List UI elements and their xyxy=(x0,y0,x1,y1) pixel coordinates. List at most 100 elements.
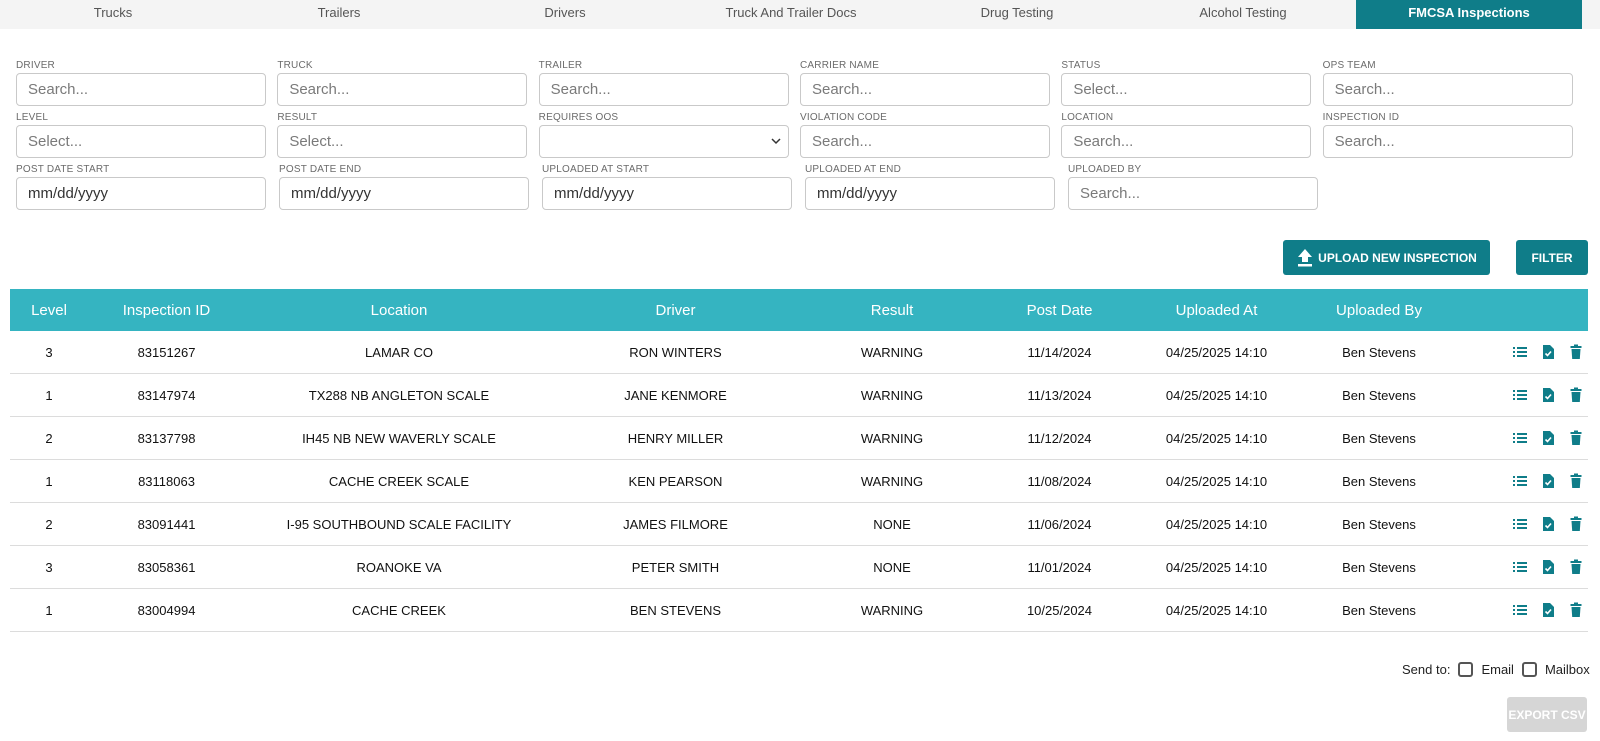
list-icon[interactable] xyxy=(1512,516,1528,532)
uploaded-by-filter-label: UPLOADED BY xyxy=(1068,164,1142,175)
cell-driver: RON WINTERS xyxy=(629,344,722,360)
cell-post-date: 11/13/2024 xyxy=(1027,387,1092,403)
upload-new-inspection-button[interactable]: UPLOAD NEW INSPECTION xyxy=(1283,240,1490,275)
level-filter-select[interactable]: Select... xyxy=(16,125,266,158)
tab-trucks[interactable]: Trucks xyxy=(93,5,133,20)
result-filter-select[interactable]: Select... xyxy=(277,125,528,158)
list-icon[interactable] xyxy=(1512,602,1528,618)
uploaded-at-start-input[interactable]: mm/dd/yyyy xyxy=(542,177,792,210)
document-check-icon[interactable] xyxy=(1540,430,1556,446)
row-actions xyxy=(1458,473,1588,489)
driver-filter-label: DRIVER xyxy=(16,60,55,71)
mailbox-label: Mailbox xyxy=(1544,662,1590,677)
status-filter-select[interactable]: Select... xyxy=(1061,73,1312,106)
table-row: 3 83151267 LAMAR CO RON WINTERS WARNING 11/14… xyxy=(10,331,1588,374)
tab-alcohol-testing[interactable]: Alcohol Testing xyxy=(1199,5,1287,20)
cell-post-date: 11/01/2024 xyxy=(1027,559,1092,575)
column-header-uploaded-at[interactable]: Uploaded At xyxy=(1175,301,1258,319)
cell-inspection-id: 83058361 xyxy=(137,559,196,575)
column-header-post-date[interactable]: Post Date xyxy=(1026,301,1093,319)
requires-oos-filter-label: REQUIRES OOS xyxy=(538,112,619,123)
column-header-uploaded-by[interactable]: Uploaded By xyxy=(1336,301,1422,319)
document-check-icon[interactable] xyxy=(1540,473,1556,489)
upload-icon xyxy=(1298,248,1313,266)
cell-location: I-95 SOUTHBOUND SCALE FACILITY xyxy=(286,516,512,532)
cell-inspection-id: 83147974 xyxy=(137,387,196,403)
column-header-location[interactable]: Location xyxy=(370,301,428,319)
cell-driver: JAMES FILMORE xyxy=(623,516,728,532)
mailbox-checkbox[interactable] xyxy=(1521,662,1537,677)
column-header-inspection-id[interactable]: Inspection ID xyxy=(122,301,211,319)
column-header-result[interactable]: Result xyxy=(870,301,914,319)
filter-panel: DRIVER Search... TRUCK Search... TRAILER… xyxy=(16,58,1584,214)
cell-inspection-id: 83151267 xyxy=(137,344,196,360)
post-date-end-input[interactable]: mm/dd/yyyy xyxy=(279,177,529,210)
driver-filter-input[interactable]: Search... xyxy=(16,73,266,106)
column-header-driver[interactable]: Driver xyxy=(655,301,696,319)
cell-level: 3 xyxy=(45,559,53,575)
cell-location: ROANOKE VA xyxy=(356,559,442,575)
export-csv-label: EXPORT CSV xyxy=(1508,707,1586,722)
row-actions xyxy=(1458,387,1588,403)
cell-location: IH45 NB NEW WAVERLY SCALE xyxy=(302,430,496,446)
trash-icon[interactable] xyxy=(1568,473,1584,489)
document-check-icon[interactable] xyxy=(1540,559,1556,575)
cell-location: CACHE CREEK xyxy=(352,602,446,618)
document-check-icon[interactable] xyxy=(1540,387,1556,403)
trash-icon[interactable] xyxy=(1568,344,1584,360)
post-date-start-input[interactable]: mm/dd/yyyy xyxy=(16,177,266,210)
tab-drivers[interactable]: Drivers xyxy=(544,5,586,20)
trash-icon[interactable] xyxy=(1568,559,1584,575)
trailer-filter-input[interactable]: Search... xyxy=(538,73,789,106)
filter-button[interactable]: FILTER xyxy=(1516,240,1588,275)
list-icon[interactable] xyxy=(1512,473,1528,489)
uploaded-at-end-label: UPLOADED AT END xyxy=(805,164,901,175)
inspection-id-filter-input[interactable]: Search... xyxy=(1322,125,1573,158)
ops-team-filter-input[interactable]: Search... xyxy=(1322,73,1573,106)
cell-inspection-id: 83118063 xyxy=(138,473,195,489)
uploaded-by-filter-input[interactable]: Search... xyxy=(1068,177,1318,210)
trash-icon[interactable] xyxy=(1568,430,1584,446)
cell-driver: PETER SMITH xyxy=(631,559,720,575)
table-row: 2 83091441 I-95 SOUTHBOUND SCALE FACILITY J… xyxy=(10,503,1588,546)
requires-oos-filter-select[interactable] xyxy=(538,125,789,158)
export-csv-button[interactable]: EXPORT CSV xyxy=(1507,697,1587,732)
tab-fmcsa-inspections[interactable]: FMCSA Inspections xyxy=(1356,0,1582,29)
violation-code-filter-input[interactable]: Search... xyxy=(799,125,1050,158)
column-header-level[interactable]: Level xyxy=(31,301,67,319)
truck-filter-input[interactable]: Search... xyxy=(277,73,528,106)
tab-truck-and-trailer-docs[interactable]: Truck And Trailer Docs xyxy=(725,5,857,20)
tab-drug-testing[interactable]: Drug Testing xyxy=(980,5,1054,20)
cell-uploaded-by: Ben Stevens xyxy=(1342,344,1416,360)
list-icon[interactable] xyxy=(1512,344,1528,360)
cell-driver: KEN PEARSON xyxy=(628,473,723,489)
list-icon[interactable] xyxy=(1512,387,1528,403)
level-filter-label: LEVEL xyxy=(16,112,49,123)
cell-result: WARNING xyxy=(860,473,924,489)
row-actions xyxy=(1458,516,1588,532)
list-icon[interactable] xyxy=(1512,559,1528,575)
cell-uploaded-by: Ben Stevens xyxy=(1342,387,1416,403)
trash-icon[interactable] xyxy=(1568,516,1584,532)
cell-post-date: 11/08/2024 xyxy=(1027,473,1092,489)
document-check-icon[interactable] xyxy=(1540,602,1556,618)
carrier-name-filter-input[interactable]: Search... xyxy=(799,73,1050,106)
trash-icon[interactable] xyxy=(1568,602,1584,618)
cell-uploaded-at: 04/25/2025 14:10 xyxy=(1165,559,1268,575)
cell-uploaded-by: Ben Stevens xyxy=(1342,473,1416,489)
tab-trailers[interactable]: Trailers xyxy=(317,5,361,20)
carrier-name-filter-label: CARRIER NAME xyxy=(799,60,880,71)
cell-inspection-id: 83091441 xyxy=(137,516,196,532)
ops-team-filter-label: OPS TEAM xyxy=(1322,60,1376,71)
cell-uploaded-at: 04/25/2025 14:10 xyxy=(1165,430,1268,446)
document-check-icon[interactable] xyxy=(1540,344,1556,360)
cell-location: TX288 NB ANGLETON SCALE xyxy=(308,387,490,403)
cell-location: CACHE CREEK SCALE xyxy=(328,473,470,489)
email-checkbox[interactable] xyxy=(1458,662,1474,677)
uploaded-at-end-input[interactable]: mm/dd/yyyy xyxy=(805,177,1055,210)
upload-button-label: UPLOAD NEW INSPECTION xyxy=(1318,250,1477,265)
list-icon[interactable] xyxy=(1512,430,1528,446)
trash-icon[interactable] xyxy=(1568,387,1584,403)
location-filter-input[interactable]: Search... xyxy=(1061,125,1312,158)
document-check-icon[interactable] xyxy=(1540,516,1556,532)
